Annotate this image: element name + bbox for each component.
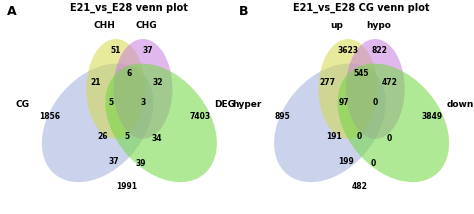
- Text: 0: 0: [370, 159, 375, 168]
- Text: hyper: hyper: [233, 100, 262, 109]
- Ellipse shape: [42, 64, 154, 182]
- Text: 5: 5: [109, 98, 114, 107]
- Ellipse shape: [113, 39, 173, 139]
- Ellipse shape: [274, 64, 386, 182]
- Text: 39: 39: [136, 159, 146, 168]
- Text: 0: 0: [373, 98, 378, 107]
- Text: 895: 895: [274, 111, 290, 120]
- Ellipse shape: [346, 39, 405, 139]
- Text: CHG: CHG: [136, 21, 157, 30]
- Text: 545: 545: [354, 68, 369, 77]
- Text: 199: 199: [338, 157, 354, 166]
- Text: 472: 472: [382, 77, 398, 87]
- Text: CHH: CHH: [93, 21, 115, 30]
- Text: 32: 32: [153, 77, 163, 87]
- Text: 0: 0: [386, 134, 392, 143]
- Text: 277: 277: [319, 77, 336, 87]
- Text: 1991: 1991: [117, 182, 137, 191]
- Text: 5: 5: [125, 132, 130, 141]
- Ellipse shape: [337, 64, 449, 182]
- Text: 37: 37: [108, 157, 119, 166]
- Text: 3: 3: [140, 98, 146, 107]
- Text: down: down: [447, 100, 474, 109]
- Text: 191: 191: [327, 132, 342, 141]
- Text: A: A: [7, 5, 17, 18]
- Text: E21_vs_E28 CG venn plot: E21_vs_E28 CG venn plot: [293, 3, 430, 13]
- Text: 3623: 3623: [337, 46, 358, 55]
- Text: 1856: 1856: [39, 111, 61, 120]
- Text: 3849: 3849: [421, 111, 442, 120]
- Text: E21_vs_E28 venn plot: E21_vs_E28 venn plot: [71, 3, 188, 13]
- Text: 6: 6: [127, 68, 132, 77]
- Text: hypo: hypo: [366, 21, 391, 30]
- Text: 26: 26: [97, 132, 108, 141]
- Text: 822: 822: [372, 46, 388, 55]
- Text: up: up: [330, 21, 343, 30]
- Text: 34: 34: [151, 134, 162, 143]
- Text: 51: 51: [110, 46, 121, 55]
- Text: B: B: [239, 5, 249, 18]
- Text: 0: 0: [357, 132, 362, 141]
- Ellipse shape: [86, 39, 145, 139]
- Text: CG: CG: [16, 100, 30, 109]
- Text: 21: 21: [90, 77, 100, 87]
- Text: 7403: 7403: [189, 111, 210, 120]
- Ellipse shape: [319, 39, 377, 139]
- Text: 482: 482: [351, 182, 367, 191]
- Ellipse shape: [105, 64, 217, 182]
- Text: 37: 37: [142, 46, 153, 55]
- Text: 97: 97: [338, 98, 349, 107]
- Text: DEG: DEG: [214, 100, 235, 109]
